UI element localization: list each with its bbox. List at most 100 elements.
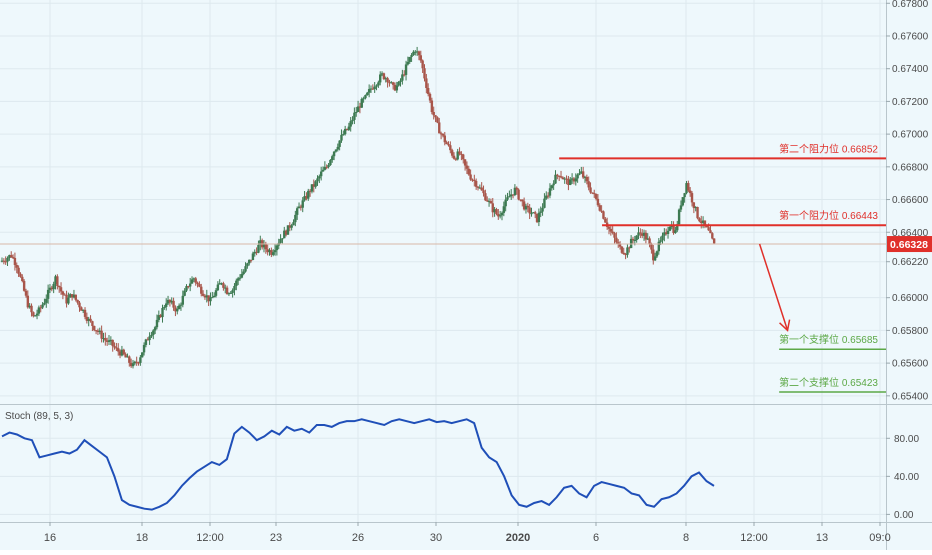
forecast-arrow-head: [779, 319, 791, 332]
candle-up: [539, 211, 542, 213]
candle-down: [2, 260, 6, 262]
candle-down: [56, 276, 59, 287]
candle-up: [338, 140, 341, 147]
time-tick-label: 26: [352, 532, 364, 544]
candle-up: [72, 294, 76, 298]
candle-down: [618, 243, 622, 247]
candle-down: [652, 249, 655, 261]
candle-up: [141, 352, 144, 358]
candle-down: [471, 179, 474, 181]
candle-down: [249, 259, 253, 261]
candle-down: [198, 284, 201, 287]
candle-down: [137, 362, 140, 364]
candle-down: [526, 205, 530, 208]
candle-down: [628, 247, 631, 249]
stoch-tick-label: 40.00: [894, 472, 919, 483]
candle-down: [270, 250, 273, 255]
time-tick-label: 16: [44, 532, 56, 544]
candle-up: [35, 313, 39, 316]
price-tick-label: 0.65600: [892, 359, 929, 370]
candle-down: [454, 158, 458, 160]
candle-up: [216, 284, 220, 291]
candle-down: [591, 192, 594, 194]
candle-down: [207, 295, 210, 302]
candle-up: [583, 176, 587, 178]
candle-up: [655, 251, 659, 257]
candle-down: [325, 166, 328, 168]
candle-up: [253, 251, 256, 254]
candle-down: [519, 199, 522, 201]
candle-up: [153, 327, 157, 331]
candle-up: [657, 241, 661, 252]
candle-down: [423, 68, 426, 79]
price-axis[interactable]: 0.67800 0.67600 0.67400 0.67200 0.67000 0.668…: [886, 0, 929, 521]
candle-down: [371, 88, 375, 90]
candle-up: [355, 111, 358, 113]
candle-up: [500, 212, 504, 216]
candle-up: [131, 363, 135, 367]
candle-down: [587, 181, 590, 188]
candle-down: [465, 165, 469, 169]
time-tick-label: 09:0: [869, 532, 890, 544]
candle-up: [144, 339, 148, 345]
candle-up: [397, 81, 400, 86]
candle-up: [318, 176, 321, 179]
time-axis[interactable]: 16 18 12:00 23 26 30 2020 6 8 12:00 13 09:0: [44, 522, 891, 544]
candle-down: [561, 177, 565, 180]
candle-down: [696, 207, 699, 219]
candle-down: [615, 237, 618, 243]
candle-up: [347, 126, 351, 130]
candle-up: [390, 82, 393, 84]
candle-down: [111, 339, 114, 347]
candle-down: [115, 347, 118, 349]
candle-down: [600, 210, 603, 212]
candle-down: [489, 201, 493, 204]
candle-up: [362, 98, 365, 100]
forecast-arrow: [758, 243, 791, 332]
candle-up: [456, 151, 459, 160]
candle-up: [48, 287, 52, 290]
candle-up: [54, 276, 57, 284]
candle-down: [91, 321, 94, 326]
candle-down: [712, 238, 716, 244]
candle-up: [373, 86, 376, 90]
candle-down: [388, 82, 391, 84]
candle-up: [37, 307, 41, 314]
price-tick-label: 0.66000: [892, 293, 929, 304]
candle-down: [480, 187, 483, 191]
candle-down: [535, 213, 539, 223]
candle-up: [569, 179, 572, 186]
candle-down: [491, 203, 494, 213]
candle-down: [358, 106, 362, 108]
candle-down: [11, 257, 15, 259]
candle-down: [572, 178, 576, 182]
candle-down: [594, 193, 598, 199]
candle-up: [0, 260, 4, 262]
candle-down: [129, 362, 133, 367]
candle-up: [576, 174, 579, 179]
candle-up: [629, 238, 633, 249]
support-level-label: 第一个支撑位 0.65685: [779, 333, 878, 346]
price-tick-label: 0.67000: [892, 130, 929, 141]
price-tick-label: 0.67400: [892, 64, 929, 75]
candle-down: [203, 295, 207, 298]
candle-up: [185, 286, 188, 291]
candle-down: [482, 190, 485, 194]
candle-up: [635, 235, 638, 240]
candle-up: [297, 206, 301, 209]
candle-up: [43, 302, 46, 305]
candle-up: [45, 298, 48, 303]
candle-up: [653, 256, 657, 261]
price-tick-label: 0.66400: [892, 228, 929, 239]
candle-up: [334, 149, 338, 152]
candle-down: [76, 299, 79, 303]
candle-up: [46, 289, 50, 299]
candle-up: [545, 195, 548, 199]
candle-up: [281, 238, 284, 240]
candle-down: [94, 330, 98, 332]
candle-down: [13, 257, 17, 266]
price-tick-label: 0.65400: [892, 391, 929, 402]
candle-down: [222, 283, 225, 288]
